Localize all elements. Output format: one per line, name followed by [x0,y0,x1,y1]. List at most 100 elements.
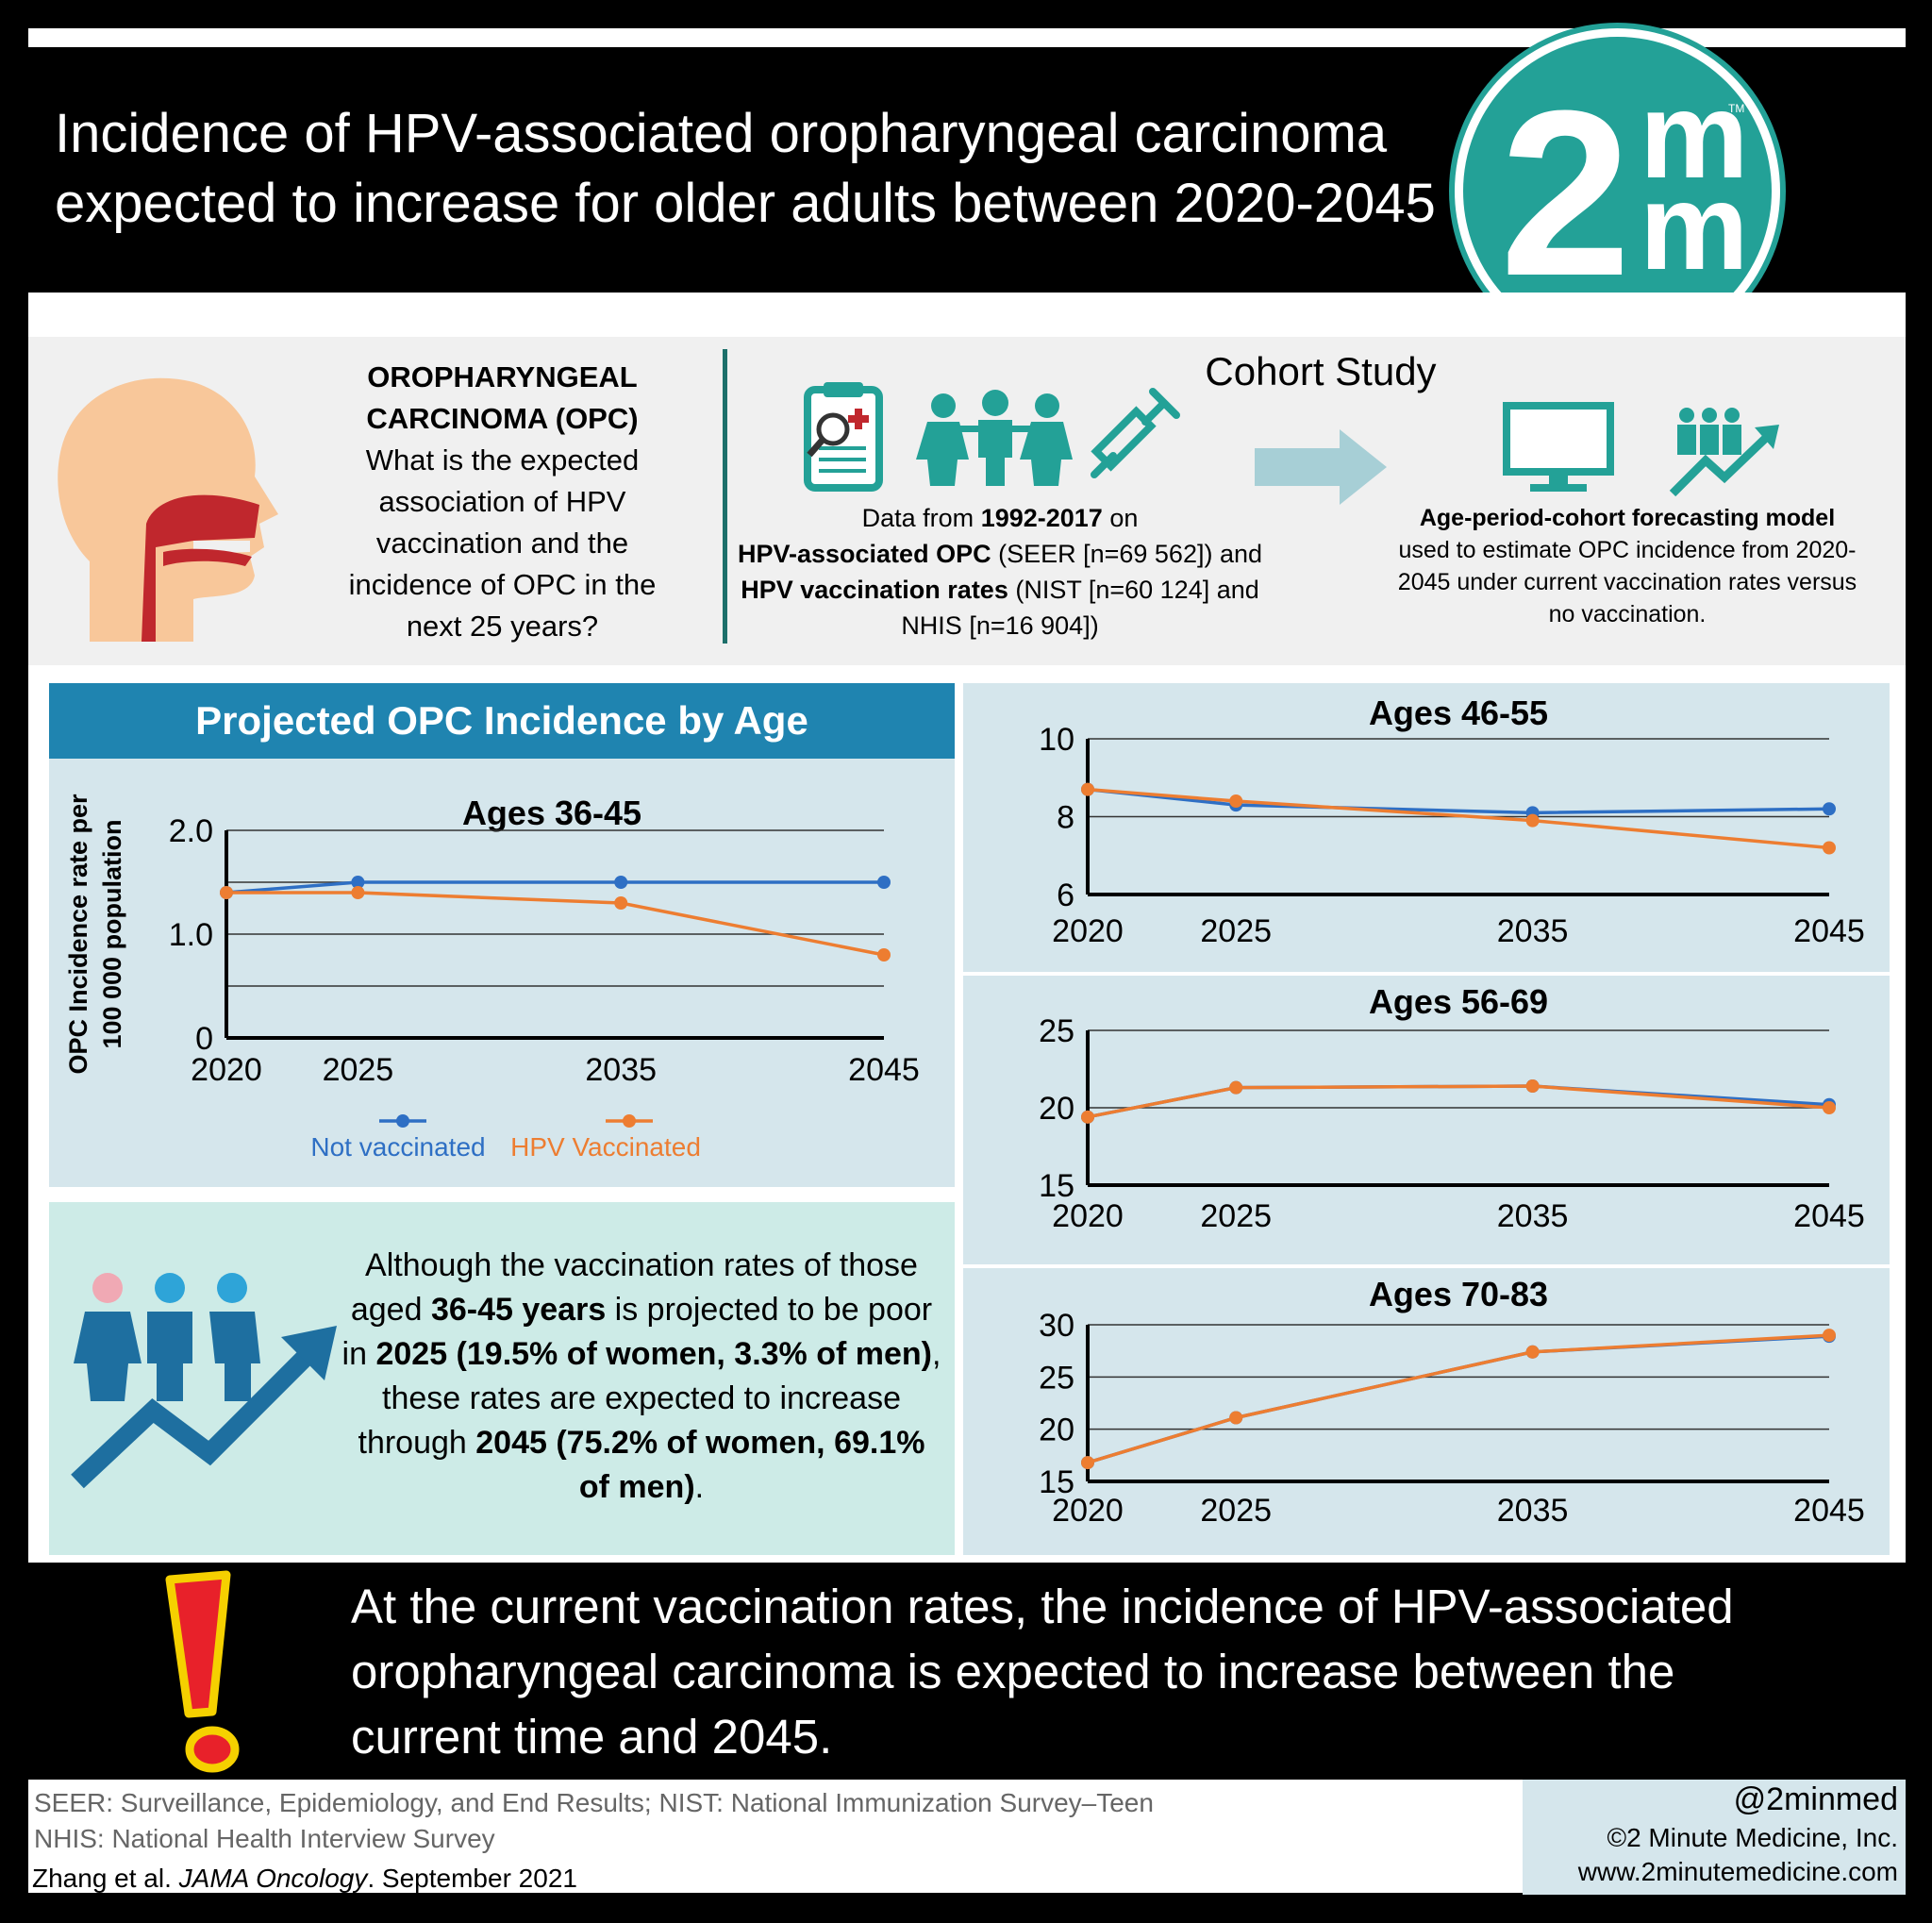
series-line-hpv-vaccinated [226,891,885,957]
right-chart-panel [963,683,1890,1555]
series-line-hpv-vaccinated [1087,1333,1830,1464]
head-profile-icon [58,377,278,642]
conclusion-text: At the current vaccination rates, the in… [351,1580,1734,1764]
page-title: Incidence of HPV-associated oropharyngea… [55,99,1470,239]
data-point-hpv-vaccinated [1823,841,1836,855]
series-line-not-vaccinated [1087,1334,1830,1464]
x-tick-label: 2035 [1497,1493,1569,1529]
data-on: on [1102,504,1139,532]
data-point-not-vaccinated [877,876,891,889]
x-tick-label: 2020 [1052,1493,1124,1529]
data-point-not-vaccinated [351,876,365,889]
research-question: OROPHARYNGEAL CARCINOMA (OPC) What is th… [325,357,679,647]
chart-title: Ages 36-45 [462,794,641,832]
logo-letter-bottom: m [1640,158,1749,295]
chart-ages-46-55: Ages 46-55 6 8 10 2020 2025 2035 2045 [1039,694,1865,949]
data-seer: (SEER [n=69 562]) and [991,540,1263,568]
x-tick-label: 2020 [1052,1198,1124,1234]
question-heading-2: CARCINOMA (OPC) [366,402,639,435]
x-tick-label: 2045 [1793,1198,1865,1234]
chart-separator-1 [963,972,1890,976]
intro-divider [723,349,727,644]
citation-authors: Zhang et al. [32,1864,179,1893]
data-point-hpv-vaccinated [1081,1456,1094,1470]
y-axis-label: OPC Incidence rate per 100 000 population [64,794,126,1075]
y-tick-label: 6 [1057,878,1074,913]
y-tick-label: 2.0 [169,813,213,849]
clipboard-icon [804,382,883,492]
question-body: What is the expected association of HPV … [348,443,657,643]
abbreviations-line-2: NHIS: National Health Interview Survey [34,1824,495,1853]
x-tick-label: 2045 [1793,913,1865,949]
x-tick-label: 2025 [1200,1493,1272,1529]
y-axis-label-line-1: OPC Incidence rate per [64,794,92,1075]
data-point-hpv-vaccinated [351,886,365,899]
data-hpv-opc: HPV-associated OPC [737,540,991,568]
x-tick-label: 2025 [1200,1198,1272,1234]
data-point-hpv-vaccinated [220,886,233,899]
data-point-hpv-vaccinated [1081,1110,1094,1124]
panel-title: Projected OPC Incidence by Age [49,683,955,759]
vax-text-part-3: , these rates are expected to increase t… [358,1336,941,1461]
data-point-hpv-vaccinated [1229,1080,1243,1095]
model-details: used to estimate OPC incidence from 2020… [1397,537,1857,627]
data-prefix: Data from [861,504,981,532]
data-point-not-vaccinated [614,876,628,889]
cohort-study-title: Cohort Study [1205,349,1437,393]
data-point-hpv-vaccinated [1081,782,1094,796]
citation-date: . September 2021 [367,1864,577,1893]
vax-text-2045: 2045 (75.2% of women, 69.1% of men) [475,1425,925,1505]
y-tick-label: 1.0 [169,917,213,953]
right-arrow-icon [1255,429,1387,505]
x-tick-label: 2045 [1793,1493,1865,1529]
title-line-2: expected to increase for older adults be… [55,173,1436,234]
citation: Zhang et al. JAMA Oncology. September 20… [32,1864,577,1894]
legend-marker-not-vaccinated [396,1114,409,1128]
series-line-hpv-vaccinated [1087,1084,1830,1119]
y-tick-label: 0 [195,1021,213,1057]
vaccination-projection-text: Although the vaccination rates of those … [340,1244,943,1510]
data-point-hpv-vaccinated [614,896,628,910]
chart-title: Ages 70-83 [1369,1275,1548,1313]
left-chart-panel [49,683,955,1187]
model-name: Age-period-cohort forecasting model [1419,505,1836,531]
x-tick-label: 2020 [1052,913,1124,949]
vax-text-2025: 2025 (19.5% of women, 3.3% of men) [375,1336,932,1372]
vaccination-projection-panel [49,1202,955,1555]
x-tick-label: 2025 [323,1052,394,1088]
vaccinated-people-growth-icon [71,1273,337,1489]
y-tick-label: 10 [1039,722,1074,758]
y-tick-label: 8 [1057,800,1074,836]
legend-label-not-vaccinated: Not vaccinated [310,1132,485,1162]
x-tick-label: 2025 [1200,913,1272,949]
logo-number: 2 [1500,61,1632,325]
title-line-1: Incidence of HPV-associated oropharyngea… [55,103,1388,164]
series-line-not-vaccinated [1087,787,1830,815]
data-point-hpv-vaccinated [1525,1345,1540,1359]
data-point-hpv-vaccinated [1823,1329,1836,1343]
series-line-not-vaccinated [1087,1084,1830,1119]
data-sources-text: Data from 1992-2017 on HPV-associated OP… [726,500,1274,644]
exclamation-icon [165,1570,240,1773]
intro-band [28,337,1906,665]
data-nist-nhis: (NIST [n=60 124] and NHIS [n=16 904]) [901,576,1259,640]
x-tick-label: 2035 [1497,1198,1569,1234]
website-link[interactable]: www.2minutemedicine.com [1577,1857,1898,1886]
brand-box [1523,1780,1906,1895]
vax-text-part-2: is projected to be poor in [341,1292,933,1372]
x-tick-label: 2045 [848,1052,920,1088]
legend-label-hpv-vaccinated: HPV Vaccinated [510,1132,701,1162]
social-handle[interactable]: @2minmed [1733,1781,1898,1817]
question-heading-1: OROPHARYNGEAL [367,360,638,393]
model-description: Age-period-cohort forecasting model used… [1387,502,1868,630]
vax-text-part-4: . [694,1469,705,1505]
y-tick-label: 15 [1039,1168,1074,1204]
family-people-icon [916,390,1073,486]
data-vax-rates: HPV vaccination rates [741,576,1008,604]
legend-marker-hpv-vaccinated [623,1114,636,1128]
x-tick-label: 2020 [191,1052,262,1088]
data-point-hpv-vaccinated [877,948,891,962]
